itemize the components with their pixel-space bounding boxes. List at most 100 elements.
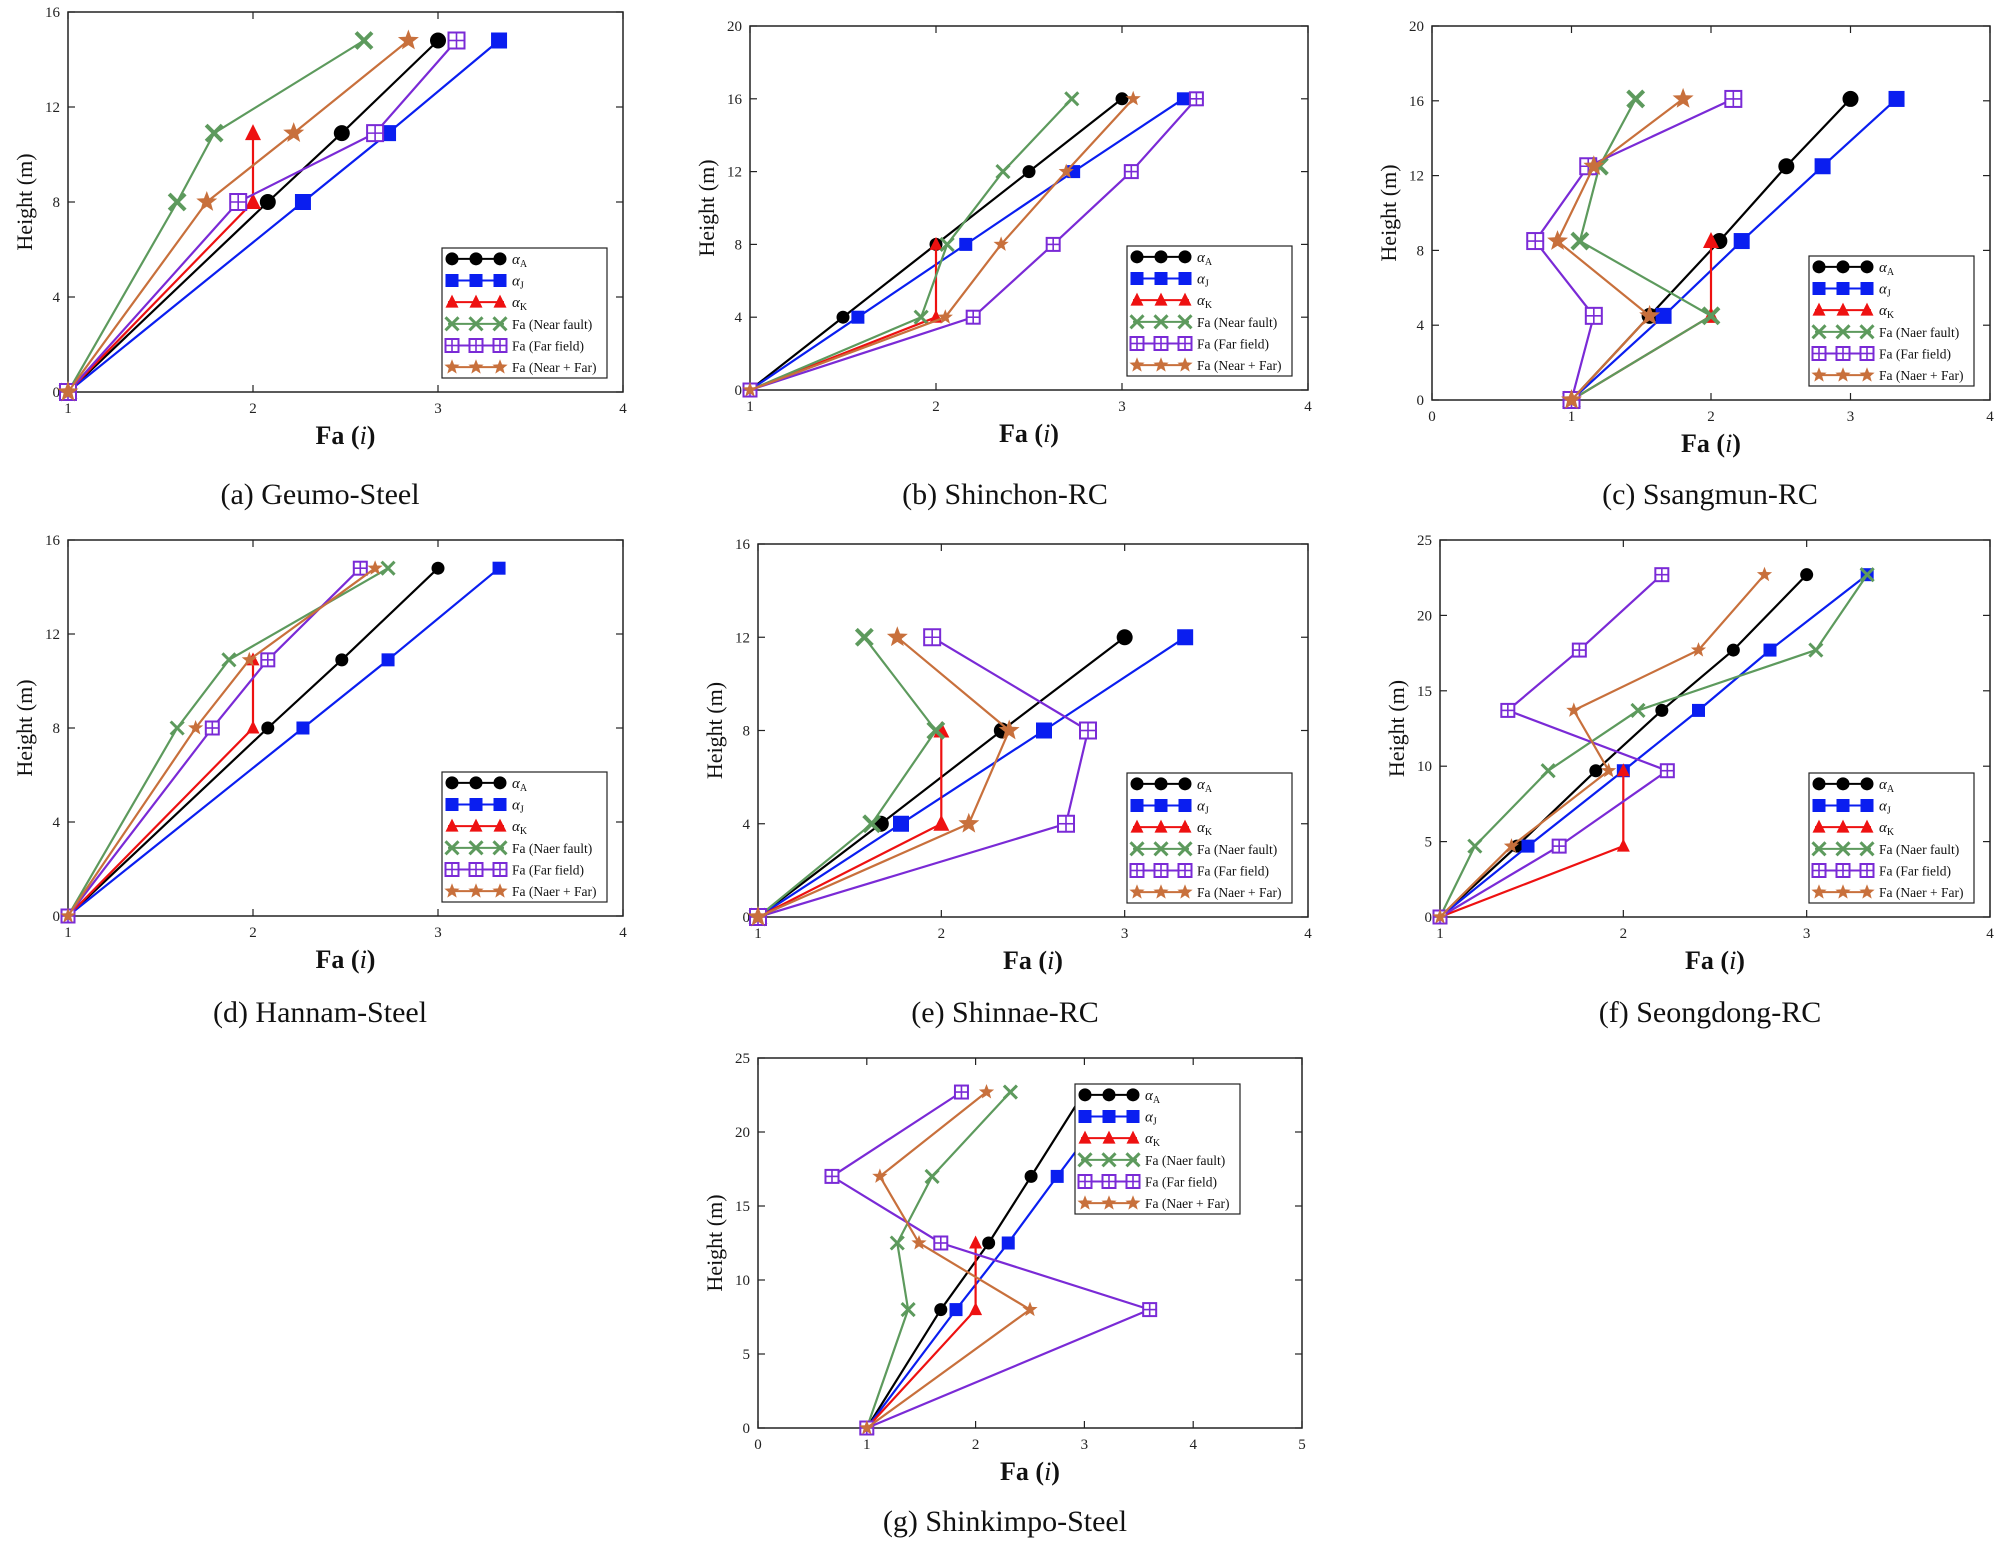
legend-entry-alpha_A: αA bbox=[1812, 260, 1895, 278]
legend-marker bbox=[493, 252, 507, 266]
legend-marker bbox=[1177, 841, 1193, 857]
legend-marker bbox=[469, 252, 483, 266]
legend-marker bbox=[492, 862, 508, 877]
data-point bbox=[381, 653, 395, 667]
legend-label: αK bbox=[1197, 820, 1213, 838]
legend-marker bbox=[1078, 1088, 1092, 1102]
plot-frame bbox=[749, 25, 1309, 391]
x-tick-label: 2 bbox=[1707, 409, 1715, 425]
x-tick-label: 4 bbox=[1304, 926, 1312, 942]
legend-marker bbox=[1178, 819, 1192, 833]
data-point bbox=[1842, 90, 1859, 107]
data-point bbox=[229, 193, 248, 211]
data-point bbox=[995, 164, 1011, 180]
legend-marker bbox=[1101, 1152, 1117, 1168]
data-point bbox=[1778, 158, 1795, 175]
legend-entry-alpha_J: αJ bbox=[1812, 282, 1891, 300]
legend-marker bbox=[1812, 260, 1826, 274]
legend-marker bbox=[1860, 819, 1874, 833]
series-line bbox=[67, 39, 439, 393]
legend-marker bbox=[1812, 819, 1826, 833]
series-alpha_J bbox=[61, 561, 506, 923]
legend-marker bbox=[1077, 1174, 1093, 1189]
data-point bbox=[1467, 838, 1483, 854]
data-point bbox=[1724, 89, 1743, 108]
y-tick-label: 15 bbox=[1417, 684, 1432, 700]
legend-marker bbox=[1860, 260, 1874, 274]
legend-marker bbox=[1177, 357, 1193, 372]
x-tick-label: 1 bbox=[754, 926, 762, 942]
legend-entry-alpha_K: αK bbox=[445, 294, 528, 313]
legend: αA αJ αK Fa (Naer fault) Fa (Far field) Fa (N… bbox=[1126, 772, 1293, 904]
legend-marker bbox=[468, 338, 484, 353]
y-tick-label: 10 bbox=[735, 1273, 750, 1289]
series-alpha_J bbox=[1433, 568, 1874, 924]
legend: αA αJ αK Fa (Naer fault) Fa (Far field) Fa (N… bbox=[441, 771, 608, 903]
legend-entry-alpha_K: αK bbox=[1130, 292, 1213, 311]
legend-marker bbox=[1177, 884, 1193, 899]
legend-label: αA bbox=[1145, 1088, 1161, 1106]
x-tick-label: 2 bbox=[249, 925, 257, 941]
legend-label: αK bbox=[1145, 1131, 1161, 1149]
data-point bbox=[1655, 307, 1672, 324]
data-point bbox=[1701, 306, 1721, 326]
x-axis-label: Fa (i) bbox=[316, 421, 376, 450]
legend-label: αK bbox=[512, 819, 528, 837]
legend-marker bbox=[1154, 799, 1168, 812]
legend-label: Fa (Far field) bbox=[1145, 1175, 1217, 1190]
legend-entry-nearfar: Fa (Naer + Far) bbox=[1129, 884, 1281, 900]
series-line bbox=[67, 567, 362, 917]
data-point bbox=[1188, 91, 1204, 107]
legend-entry-nearfar: Fa (Naer + Far) bbox=[1811, 884, 1963, 900]
data-point bbox=[367, 560, 383, 575]
legend-label: Fa (Naer + Far) bbox=[1145, 1196, 1229, 1211]
data-point bbox=[929, 236, 943, 250]
y-tick-label: 16 bbox=[727, 92, 743, 108]
legend-entry-alpha_A: αA bbox=[1130, 250, 1213, 268]
legend-marker bbox=[1130, 250, 1144, 264]
legend-label: αA bbox=[1879, 260, 1895, 278]
legend-marker bbox=[1178, 777, 1192, 791]
data-point bbox=[958, 812, 980, 833]
data-point bbox=[1432, 909, 1448, 924]
y-tick-label: 20 bbox=[735, 1125, 750, 1141]
data-point bbox=[742, 382, 758, 397]
data-point bbox=[1571, 642, 1587, 658]
data-point bbox=[283, 122, 305, 142]
legend-marker bbox=[1153, 884, 1169, 899]
y-tick-label: 12 bbox=[45, 100, 60, 116]
caption-f: (f) Seongdong-RC bbox=[1598, 996, 1822, 1029]
legend-marker bbox=[1101, 1174, 1117, 1189]
data-point bbox=[937, 309, 953, 324]
legend-marker bbox=[492, 338, 508, 353]
x-axis-label: Fa (i) bbox=[1003, 946, 1063, 975]
legend-marker bbox=[1835, 367, 1851, 382]
legend-entry-alpha_K: αK bbox=[1078, 1130, 1161, 1149]
series-nearfar bbox=[742, 90, 1141, 397]
data-point bbox=[1547, 230, 1568, 250]
y-tick-label: 12 bbox=[727, 165, 742, 181]
y-tick-label: 25 bbox=[735, 1051, 750, 1067]
legend-entry-nearfar: Fa (Naer + Far) bbox=[444, 883, 596, 899]
legend-marker bbox=[445, 274, 459, 287]
legend-box bbox=[1126, 245, 1293, 377]
x-tick-label: 4 bbox=[1986, 926, 1994, 942]
y-tick-label: 16 bbox=[45, 5, 61, 21]
legend-marker bbox=[1859, 367, 1875, 382]
data-point bbox=[1583, 155, 1605, 176]
legend-label: αK bbox=[1879, 303, 1895, 321]
data-point bbox=[1616, 763, 1630, 777]
y-tick-label: 0 bbox=[53, 385, 61, 401]
series-line bbox=[1570, 98, 1714, 401]
legend-marker bbox=[1860, 799, 1874, 812]
x-tick-label: 3 bbox=[1847, 409, 1855, 425]
y-tick-label: 5 bbox=[743, 1347, 751, 1363]
legend-marker bbox=[468, 883, 484, 898]
legend-entry-alpha_K: αK bbox=[445, 818, 528, 837]
legend-label: αA bbox=[1879, 777, 1895, 795]
series-alpha_J bbox=[1563, 90, 1905, 408]
series-alpha_A bbox=[860, 1085, 1091, 1435]
y-tick-label: 4 bbox=[53, 290, 61, 306]
data-point bbox=[169, 720, 185, 736]
